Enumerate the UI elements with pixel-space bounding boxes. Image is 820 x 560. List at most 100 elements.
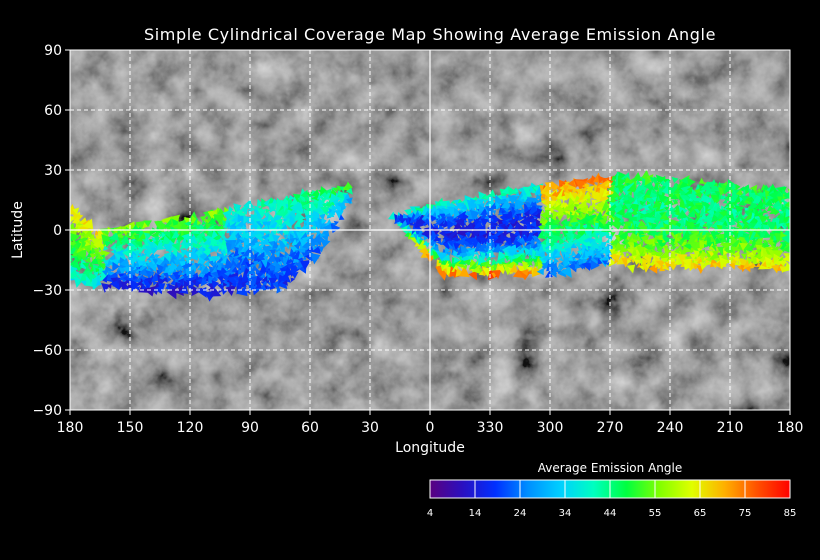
coverage-facet — [70, 232, 81, 243]
coverage-facet — [671, 238, 676, 244]
coverage-facet — [334, 209, 344, 220]
coverage-facet — [567, 202, 575, 210]
coverage-facet — [273, 250, 281, 257]
coverage-facet — [462, 213, 470, 221]
coverage-facet — [317, 246, 325, 253]
coverage-facet — [567, 243, 574, 250]
coverage-facet — [586, 185, 595, 194]
coverage-facet — [226, 265, 231, 271]
coverage-facet — [447, 219, 455, 230]
coverage-facet — [721, 262, 727, 267]
coverage-facet — [432, 245, 439, 253]
coverage-facet — [279, 247, 285, 254]
coverage-facet — [532, 235, 541, 242]
lon-tick-label: 240 — [657, 420, 684, 436]
coverage-facet — [274, 218, 283, 228]
coverage-facet — [659, 245, 664, 252]
coverage-facet — [143, 286, 156, 297]
coverage-facet — [455, 268, 466, 278]
coverage-facet — [749, 184, 758, 192]
coverage-facet — [474, 196, 479, 201]
coverage-facet — [761, 241, 769, 249]
coverage-facet — [317, 241, 322, 246]
coverage-facet — [686, 177, 696, 187]
coverage-facet — [560, 266, 572, 278]
coverage-facet — [662, 191, 666, 197]
coverage-facet — [580, 212, 588, 220]
coverage-facet — [345, 187, 353, 195]
coverage-facet — [564, 181, 570, 187]
coverage-facet — [732, 255, 739, 263]
coverage-facet — [751, 255, 761, 266]
coverage-facet — [670, 193, 679, 200]
coverage-facet — [321, 217, 327, 225]
coverage-facet — [417, 211, 422, 216]
coverage-facet — [524, 203, 533, 215]
coverage-facet — [509, 263, 519, 274]
coverage-facet — [425, 253, 436, 263]
coverage-facet — [459, 265, 470, 278]
coverage-facet — [253, 232, 264, 243]
coverage-facet — [514, 234, 520, 240]
coverage-facet — [671, 258, 676, 263]
coverage-facet — [683, 238, 688, 243]
coverage-facet — [90, 247, 99, 255]
coverage-facet — [116, 249, 124, 258]
lon-tick-label: 300 — [537, 420, 564, 436]
map-grid — [70, 50, 790, 410]
coverage-facet — [304, 254, 311, 261]
coverage-facet — [573, 232, 579, 240]
coverage-facet — [730, 235, 739, 246]
coverage-facet — [751, 236, 756, 242]
coverage-facet — [254, 241, 261, 248]
coverage-facet — [651, 188, 658, 195]
coverage-facet — [301, 252, 306, 257]
lon-tick-label: 210 — [717, 420, 744, 436]
coverage-facet — [437, 224, 445, 231]
coverage-facet — [648, 198, 656, 207]
coverage-facet — [137, 252, 142, 258]
coverage-facet — [735, 183, 741, 191]
coverage-facet — [706, 223, 714, 230]
coverage-facet — [637, 202, 645, 211]
lat-tick-label: 60 — [44, 103, 62, 119]
coverage-facet — [432, 250, 443, 261]
coverage-facet — [768, 190, 780, 201]
coverage-facet — [552, 188, 556, 193]
coverage-facet — [762, 203, 767, 208]
coverage-facet — [320, 238, 331, 248]
coverage-facet — [769, 260, 777, 270]
coverage-facet — [582, 257, 588, 265]
coverage-facet — [199, 224, 207, 231]
coverage-facet — [104, 261, 111, 267]
coverage-facet — [430, 214, 438, 222]
coverage-facet — [233, 203, 242, 211]
coverage-facet — [627, 196, 637, 205]
coverage-facet — [777, 226, 782, 231]
coverage-facet — [639, 208, 647, 216]
coverage-facet — [590, 259, 600, 270]
coverage-facet — [525, 190, 533, 197]
coverage-facet — [634, 253, 642, 261]
coverage-facet — [262, 245, 273, 256]
coverage-facet — [699, 207, 708, 217]
coverage-facet — [246, 219, 252, 225]
lat-tick-label: −30 — [32, 283, 62, 299]
coverage-facet — [290, 277, 296, 283]
coverage-facet — [252, 235, 259, 240]
coverage-facet — [437, 269, 448, 281]
coverage-facet — [109, 240, 114, 246]
coverage-facet — [764, 199, 774, 207]
coverage-facet — [289, 220, 297, 227]
coverage-facet — [474, 250, 479, 255]
coverage-facet — [257, 209, 266, 218]
coverage-facet — [545, 270, 553, 278]
coverage-facet — [692, 262, 701, 270]
coverage-facet — [487, 189, 496, 197]
coverage-facet — [224, 206, 231, 214]
coverage-facet — [653, 183, 660, 191]
coverage-facet — [235, 240, 243, 248]
coverage-facet — [468, 244, 473, 249]
coverage-facet — [688, 207, 697, 215]
